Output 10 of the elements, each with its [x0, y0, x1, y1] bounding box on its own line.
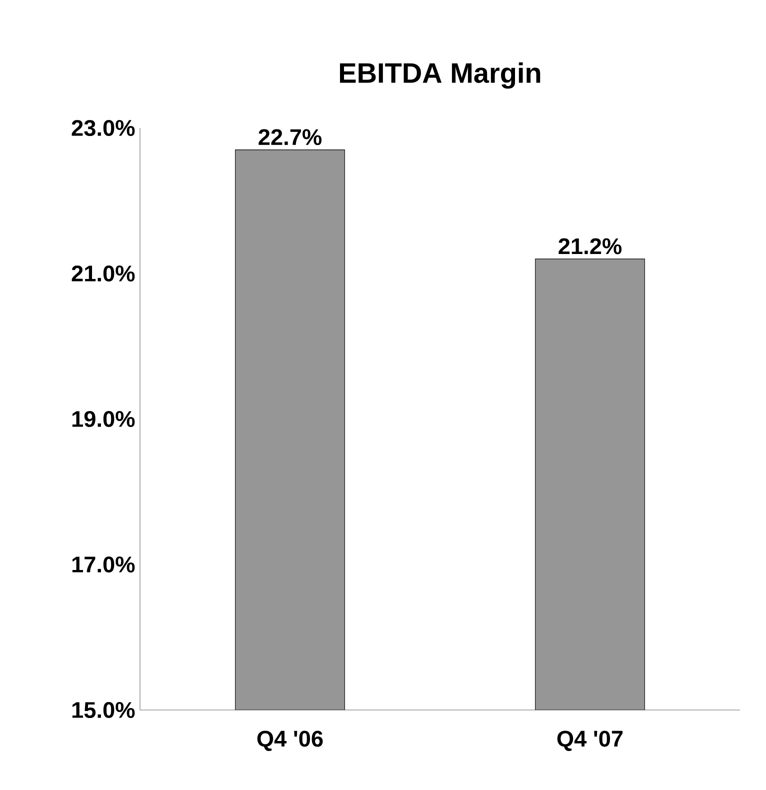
data-label: 21.2%: [558, 238, 622, 254]
x-tick-label: Q4 '06: [257, 730, 323, 751]
y-tick-label: 21.0%: [72, 265, 135, 282]
y-tick-label: 19.0%: [72, 410, 135, 428]
y-tick-label: 17.0%: [72, 556, 135, 573]
data-label: 22.7%: [258, 129, 322, 146]
x-tick-label: Q4 '07: [557, 730, 623, 751]
y-tick-label: 15.0%: [72, 702, 135, 718]
chart-title: EBITDA Margin: [340, 62, 540, 89]
y-tick-label: 23.0%: [72, 120, 135, 136]
